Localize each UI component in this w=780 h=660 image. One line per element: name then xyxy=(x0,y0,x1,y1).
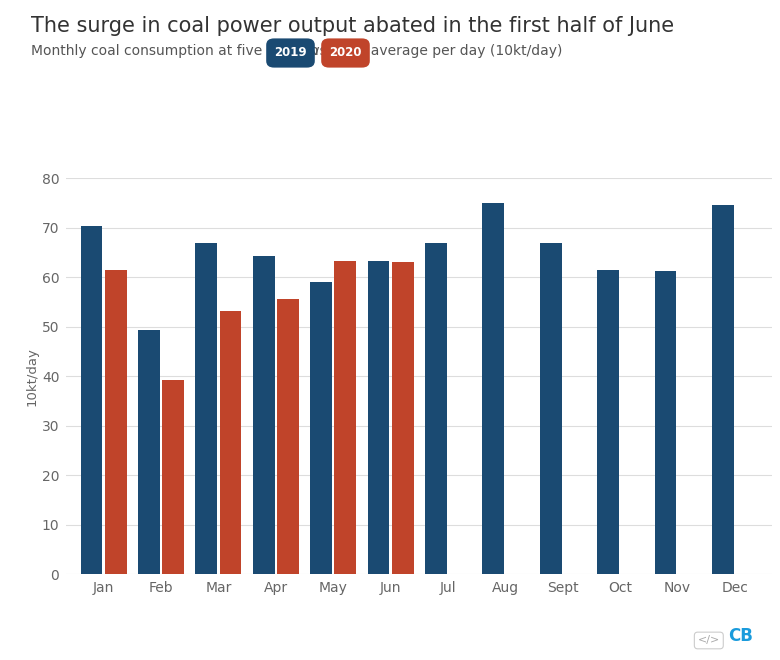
Bar xyxy=(277,300,299,574)
Bar xyxy=(540,242,562,574)
Text: vs: vs xyxy=(307,44,332,58)
Bar xyxy=(392,262,413,574)
Bar xyxy=(712,205,734,574)
Bar xyxy=(310,282,332,574)
Text: 2019: 2019 xyxy=(275,46,307,59)
Bar xyxy=(335,261,356,574)
Bar xyxy=(196,242,218,574)
Text: , average per day (10kt/day): , average per day (10kt/day) xyxy=(362,44,562,58)
Bar xyxy=(80,226,102,574)
Text: </>: </> xyxy=(697,636,720,645)
Bar xyxy=(425,242,447,574)
Bar xyxy=(597,270,619,574)
Text: The surge in coal power output abated in the first half of June: The surge in coal power output abated in… xyxy=(31,16,675,36)
Bar xyxy=(162,379,184,574)
Text: Monthly coal consumption at five firms in: Monthly coal consumption at five firms i… xyxy=(31,44,323,58)
Bar xyxy=(105,270,126,574)
Bar xyxy=(367,261,389,574)
Bar xyxy=(138,330,160,574)
Bar xyxy=(482,203,504,574)
Bar xyxy=(654,271,676,574)
Bar xyxy=(253,256,275,574)
Y-axis label: 10kt/day: 10kt/day xyxy=(26,346,39,406)
Text: CB: CB xyxy=(728,628,753,645)
Bar xyxy=(219,311,241,574)
Text: 2020: 2020 xyxy=(329,46,362,59)
